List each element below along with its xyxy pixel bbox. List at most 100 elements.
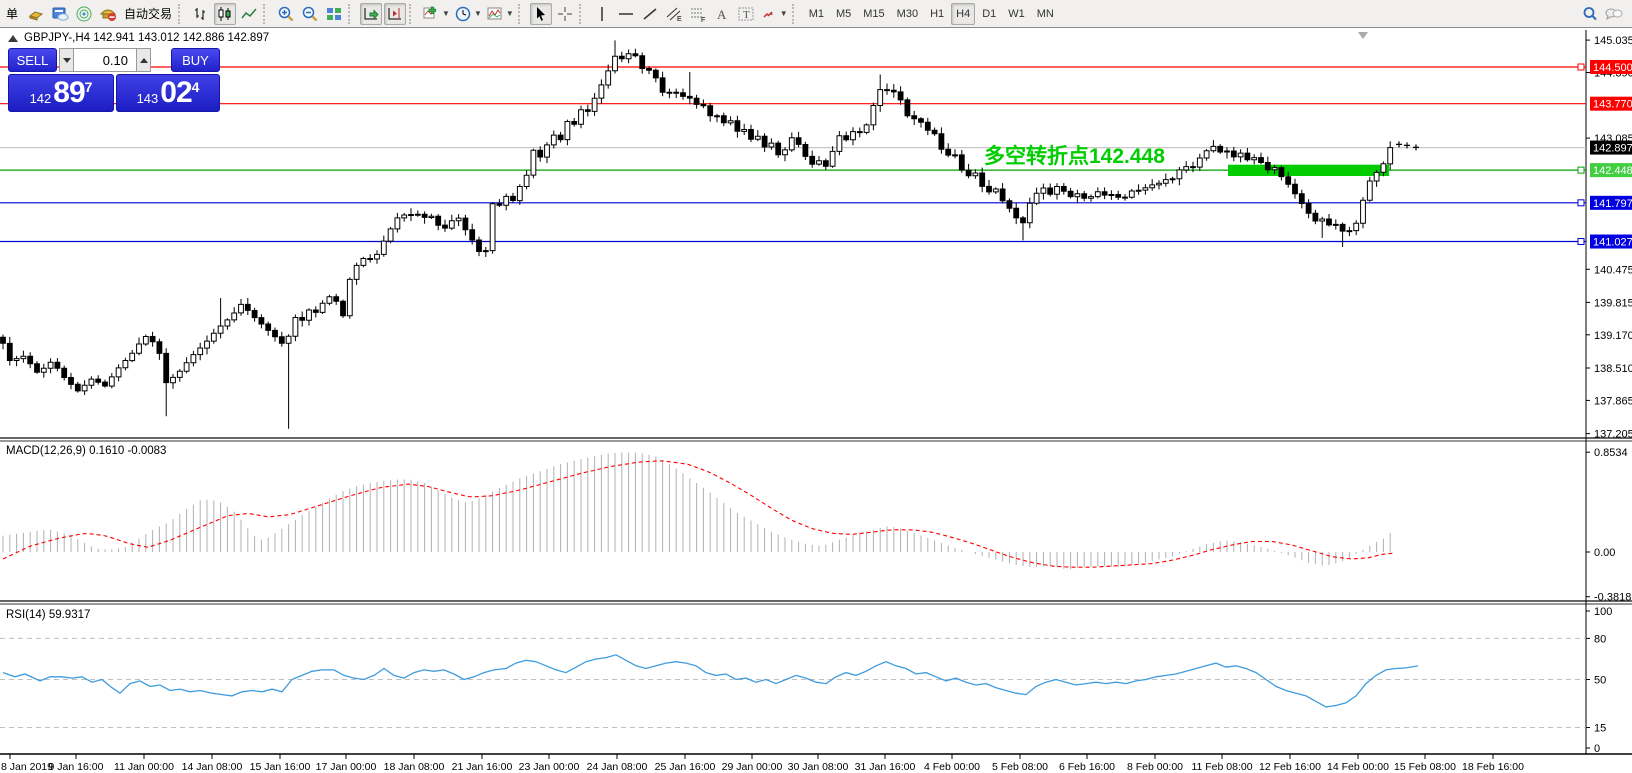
- timeframe-M15[interactable]: M15: [863, 7, 885, 20]
- market-icon[interactable]: [97, 3, 119, 25]
- vertical-line-icon[interactable]: [591, 3, 613, 25]
- volume-decrease-button[interactable]: [59, 48, 74, 72]
- rsi-line: [2, 654, 1419, 708]
- one-click-trading-panel: SELL BUY 142 89 7 143 02 4: [8, 48, 220, 112]
- horizontal-line-icon[interactable]: [615, 3, 637, 25]
- chart-shift-icon[interactable]: [384, 2, 407, 25]
- line-chart-icon: [240, 5, 258, 23]
- sell-price-big: 89: [53, 76, 85, 109]
- bar-chart-icon[interactable]: [190, 3, 212, 25]
- signals-icon[interactable]: [73, 3, 95, 25]
- svg-text:9 Jan 16:00: 9 Jan 16:00: [49, 761, 104, 773]
- timeframe-W1[interactable]: W1: [1008, 7, 1025, 20]
- support-line-1[interactable]: 141.797: [0, 195, 1632, 210]
- text-label-icon[interactable]: T: [735, 3, 757, 25]
- svg-text:F: F: [701, 17, 705, 23]
- buy-price-big: 02: [160, 76, 192, 109]
- templates-icon-dropdown[interactable]: ▼: [505, 9, 514, 18]
- pivot-annotation[interactable]: 多空转折点142.448: [984, 144, 1165, 168]
- buy-button[interactable]: BUY: [171, 48, 220, 72]
- autotrading-button-text: 自动交易: [124, 7, 173, 21]
- arrows-icon: [760, 5, 778, 23]
- pivot-rectangle[interactable]: [1228, 164, 1389, 176]
- fibonacci-icon[interactable]: F: [687, 3, 709, 25]
- cursor-icon[interactable]: [529, 2, 552, 25]
- svg-text:139.815: 139.815: [1594, 297, 1632, 309]
- zoom-out-icon[interactable]: [299, 3, 321, 25]
- volume-input[interactable]: [74, 48, 136, 72]
- sell-button[interactable]: SELL: [8, 48, 57, 72]
- timeframe-H4[interactable]: H4: [951, 2, 976, 25]
- toolbar-separator: [348, 3, 357, 24]
- zoom-out-icon: [301, 5, 319, 23]
- search-icon[interactable]: [1579, 3, 1601, 25]
- volume-increase-button[interactable]: [136, 48, 151, 72]
- buy-price-small: 143: [136, 90, 159, 106]
- svg-text:31 Jan 16:00: 31 Jan 16:00: [855, 761, 916, 773]
- toolbar-group-1: [189, 0, 261, 28]
- timeframe-H1[interactable]: H1: [930, 7, 945, 20]
- new-order-label-text: 单: [5, 7, 18, 21]
- resistance-line-1[interactable]: 144.500: [0, 60, 1632, 74]
- recent-tick-marks: [1396, 141, 1419, 151]
- svg-text:139.170: 139.170: [1594, 330, 1632, 342]
- indicators-icon[interactable]: ▼: [421, 3, 451, 25]
- crosshair-icon[interactable]: [554, 3, 576, 25]
- svg-text:30 Jan 08:00: 30 Jan 08:00: [788, 761, 849, 773]
- svg-text:145.035: 145.035: [1594, 35, 1632, 47]
- svg-text:141.797: 141.797: [1593, 198, 1632, 210]
- trendline-icon[interactable]: [639, 3, 661, 25]
- svg-text:8 Feb 00:00: 8 Feb 00:00: [1127, 761, 1183, 773]
- search-icon: [1581, 5, 1599, 23]
- tile-windows-icon[interactable]: [323, 3, 345, 25]
- sell-price-display[interactable]: 142 89 7: [8, 74, 114, 112]
- timeframe-D1[interactable]: D1: [982, 7, 997, 20]
- timeframe-M1[interactable]: M1: [808, 7, 824, 20]
- svg-text:15: 15: [1594, 723, 1606, 735]
- svg-text:4 Feb 00:00: 4 Feb 00:00: [924, 761, 980, 773]
- shift-marker-icon[interactable]: [1358, 32, 1368, 39]
- new-order-label[interactable]: 单: [1, 3, 23, 25]
- candlestick-chart-icon[interactable]: [214, 2, 237, 25]
- text-icon[interactable]: A: [711, 3, 733, 25]
- panel-separator-rsi[interactable]: [0, 600, 1632, 605]
- chart-window: 145.035144.390143.085140.475139.815139.1…: [0, 28, 1632, 773]
- toolbar-separator: [178, 3, 187, 24]
- periods-icon[interactable]: ▼: [453, 3, 483, 25]
- chart-shift-icon: [386, 5, 404, 23]
- buy-price-sup: 4: [191, 79, 200, 95]
- sell-price-sup: 7: [84, 79, 93, 95]
- zoom-in-icon: [277, 5, 295, 23]
- arrows-icon-dropdown[interactable]: ▼: [779, 9, 788, 18]
- support-line-2[interactable]: 141.027: [0, 234, 1632, 249]
- timeframe-M5[interactable]: M5: [835, 7, 852, 20]
- signals-icon: [75, 5, 93, 23]
- periods-icon: [454, 5, 472, 23]
- autotrading-button[interactable]: 自动交易: [121, 3, 175, 25]
- charts-window-icon[interactable]: [49, 3, 71, 25]
- arrows-icon[interactable]: ▼: [759, 3, 789, 25]
- resistance-line-2[interactable]: 143.770: [0, 96, 1632, 111]
- macd-label: MACD(12,26,9) 0.1610 -0.0083: [6, 445, 166, 457]
- auto-scroll-icon[interactable]: [360, 2, 383, 25]
- collapse-panel-icon[interactable]: [8, 34, 18, 42]
- zoom-in-icon[interactable]: [275, 3, 297, 25]
- svg-text:80: 80: [1594, 633, 1606, 645]
- templates-icon[interactable]: ▼: [485, 3, 515, 25]
- equidistant-channel-icon[interactable]: E: [663, 3, 685, 25]
- indicators-icon-dropdown[interactable]: ▼: [442, 9, 450, 18]
- toolbar-group-5: [529, 0, 577, 28]
- svg-text:14 Jan 08:00: 14 Jan 08:00: [182, 761, 243, 773]
- profiles-icon[interactable]: [25, 3, 47, 25]
- svg-text:137.205: 137.205: [1594, 429, 1632, 441]
- chat-icon[interactable]: [1603, 3, 1625, 25]
- svg-text:15 Feb 08:00: 15 Feb 08:00: [1394, 761, 1456, 773]
- svg-text:142.448: 142.448: [1593, 165, 1632, 177]
- buy-price-display[interactable]: 143 02 4: [116, 74, 220, 112]
- panel-separator-macd[interactable]: [0, 437, 1632, 442]
- timeframe-MN[interactable]: MN: [1036, 7, 1054, 20]
- line-chart-icon[interactable]: [238, 3, 260, 25]
- periods-icon-dropdown[interactable]: ▼: [473, 9, 482, 18]
- timeframe-M30[interactable]: M30: [896, 7, 919, 20]
